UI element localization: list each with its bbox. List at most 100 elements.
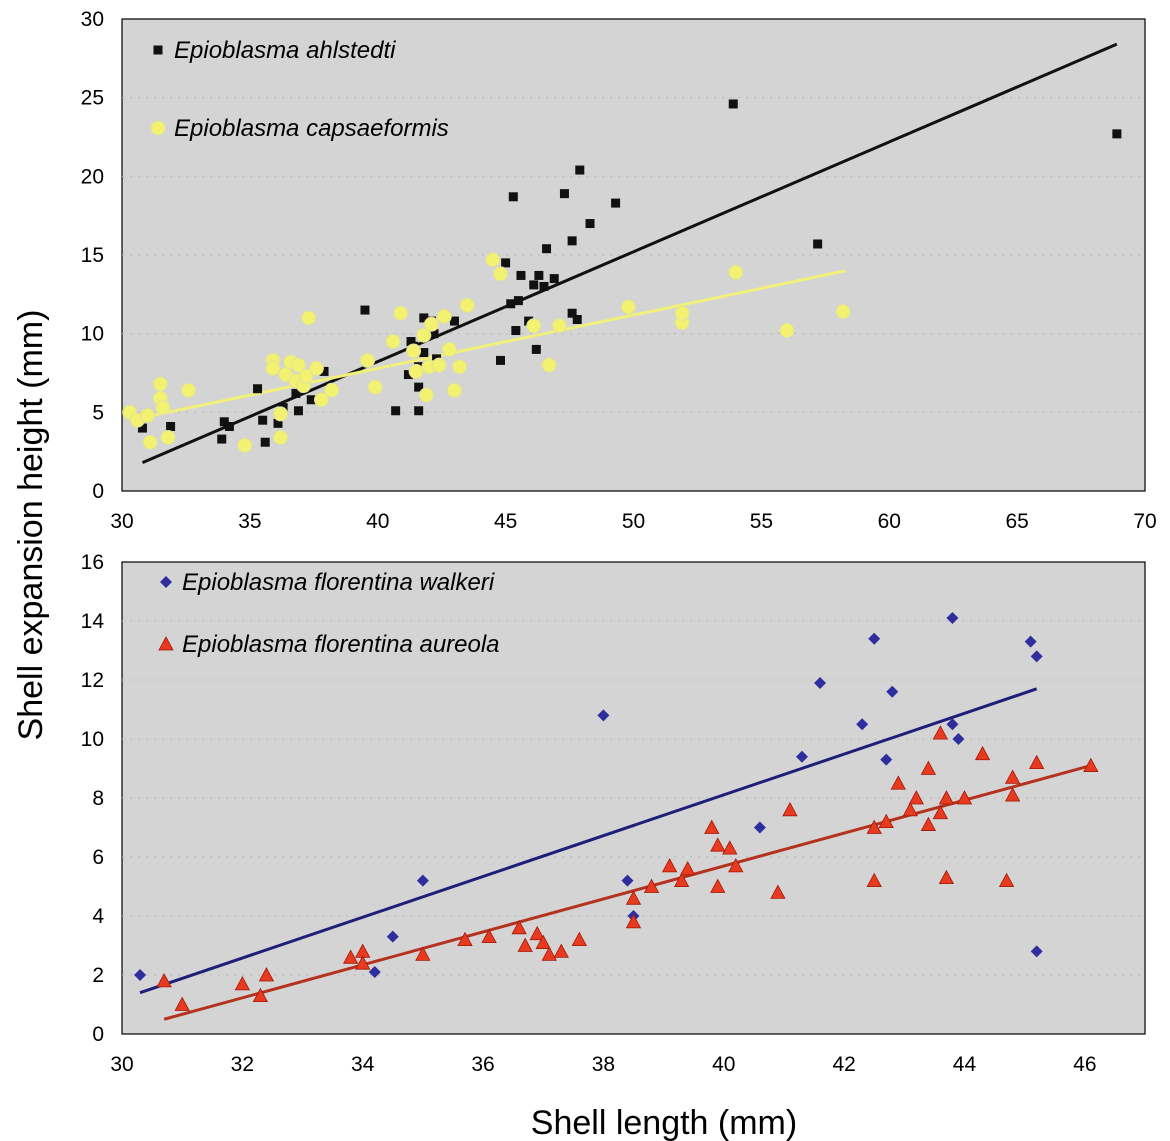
data-point (974, 745, 991, 761)
data-point (301, 310, 317, 326)
data-point (621, 874, 634, 887)
data-point (306, 395, 316, 405)
data-point (517, 937, 533, 952)
data-point (539, 281, 549, 291)
data-point (679, 860, 696, 876)
data-point (343, 949, 359, 964)
data-point (1112, 129, 1122, 139)
data-point (415, 946, 431, 961)
data-point (368, 966, 381, 979)
data-point (367, 379, 383, 395)
data-point (890, 775, 906, 790)
data-point (513, 296, 523, 306)
data-point (567, 308, 577, 318)
data-point (511, 326, 521, 336)
data-point (253, 384, 263, 394)
y-tick-label: 2 (92, 964, 104, 987)
data-point (770, 884, 786, 899)
legend-label: Epioblasma ahlstedti (174, 37, 396, 64)
data-point (920, 760, 937, 775)
trendline-epioblasma-florentina-walkeri (139, 687, 1038, 995)
data-point (441, 341, 457, 357)
legend-marker (160, 576, 172, 588)
data-point (813, 239, 823, 249)
data-point (585, 219, 595, 229)
data-point (423, 316, 439, 332)
data-point (360, 352, 376, 368)
data-point (152, 376, 168, 392)
x-tick-label: 45 (494, 510, 517, 533)
data-point (142, 434, 158, 450)
x-tick-label: 34 (351, 1053, 375, 1076)
data-point (1004, 769, 1021, 784)
data-point (273, 430, 289, 446)
data-point (516, 270, 526, 280)
y-tick-label: 0 (92, 1023, 104, 1046)
legend-marker (153, 45, 163, 55)
data-point (938, 869, 955, 885)
y-tick-label: 4 (92, 905, 104, 928)
data-point (946, 612, 959, 625)
trendline-epioblasma-florentina-aureola (163, 764, 1092, 1021)
data-point (549, 274, 559, 284)
data-point (782, 801, 798, 817)
data-point (932, 804, 949, 820)
data-point (625, 890, 642, 905)
y-tick-label: 5 (92, 401, 104, 424)
data-point (419, 313, 429, 323)
data-point (674, 305, 690, 321)
y-tick-label: 15 (81, 244, 104, 267)
data-point (219, 417, 229, 427)
data-point (160, 430, 176, 446)
chart-panel-1: 0 5 10 15 20 25 30 30 35 40 45 50 55 60 65 70 Epioblasma… (81, 8, 1157, 533)
data-point (485, 252, 501, 268)
x-tick-label: 70 (1133, 510, 1156, 533)
data-point (290, 357, 306, 373)
data-point (252, 987, 269, 1003)
data-point (319, 366, 329, 376)
x-tick-label: 32 (231, 1053, 254, 1076)
data-point (868, 632, 881, 645)
data-point (541, 946, 557, 961)
data-point (753, 821, 766, 834)
data-point (938, 790, 955, 805)
data-point (856, 718, 869, 731)
data-point (920, 816, 937, 831)
data-point (140, 407, 156, 423)
data-point (880, 753, 893, 766)
data-point (436, 308, 452, 324)
data-point (1083, 757, 1099, 772)
data-point (534, 270, 544, 280)
data-point (174, 996, 190, 1011)
x-tick-label: 30 (110, 1053, 133, 1076)
data-point (166, 421, 176, 431)
data-point (902, 801, 918, 817)
data-point (814, 676, 827, 689)
data-point (260, 437, 270, 447)
series-epioblasma-capsaeformis (122, 252, 851, 453)
data-point (551, 318, 567, 334)
data-point (946, 718, 959, 731)
data-point (416, 874, 429, 887)
y-tick-label: 20 (81, 165, 104, 188)
data-point (625, 914, 642, 929)
legend-label: Epioblasma florentina aureola (182, 631, 500, 658)
data-point (529, 280, 539, 290)
data-point (291, 388, 301, 398)
data-point (643, 878, 660, 893)
x-tick-label: 35 (238, 510, 261, 533)
y-tick-label: 6 (92, 846, 104, 869)
data-point (134, 969, 147, 981)
data-point (403, 370, 413, 380)
data-point (459, 297, 475, 313)
data-point (620, 299, 636, 315)
data-point (481, 928, 497, 944)
data-point (224, 421, 234, 431)
data-point (1030, 945, 1043, 958)
data-point (535, 934, 551, 949)
data-point (414, 406, 424, 416)
data-point (575, 165, 585, 175)
data-point (258, 967, 275, 982)
